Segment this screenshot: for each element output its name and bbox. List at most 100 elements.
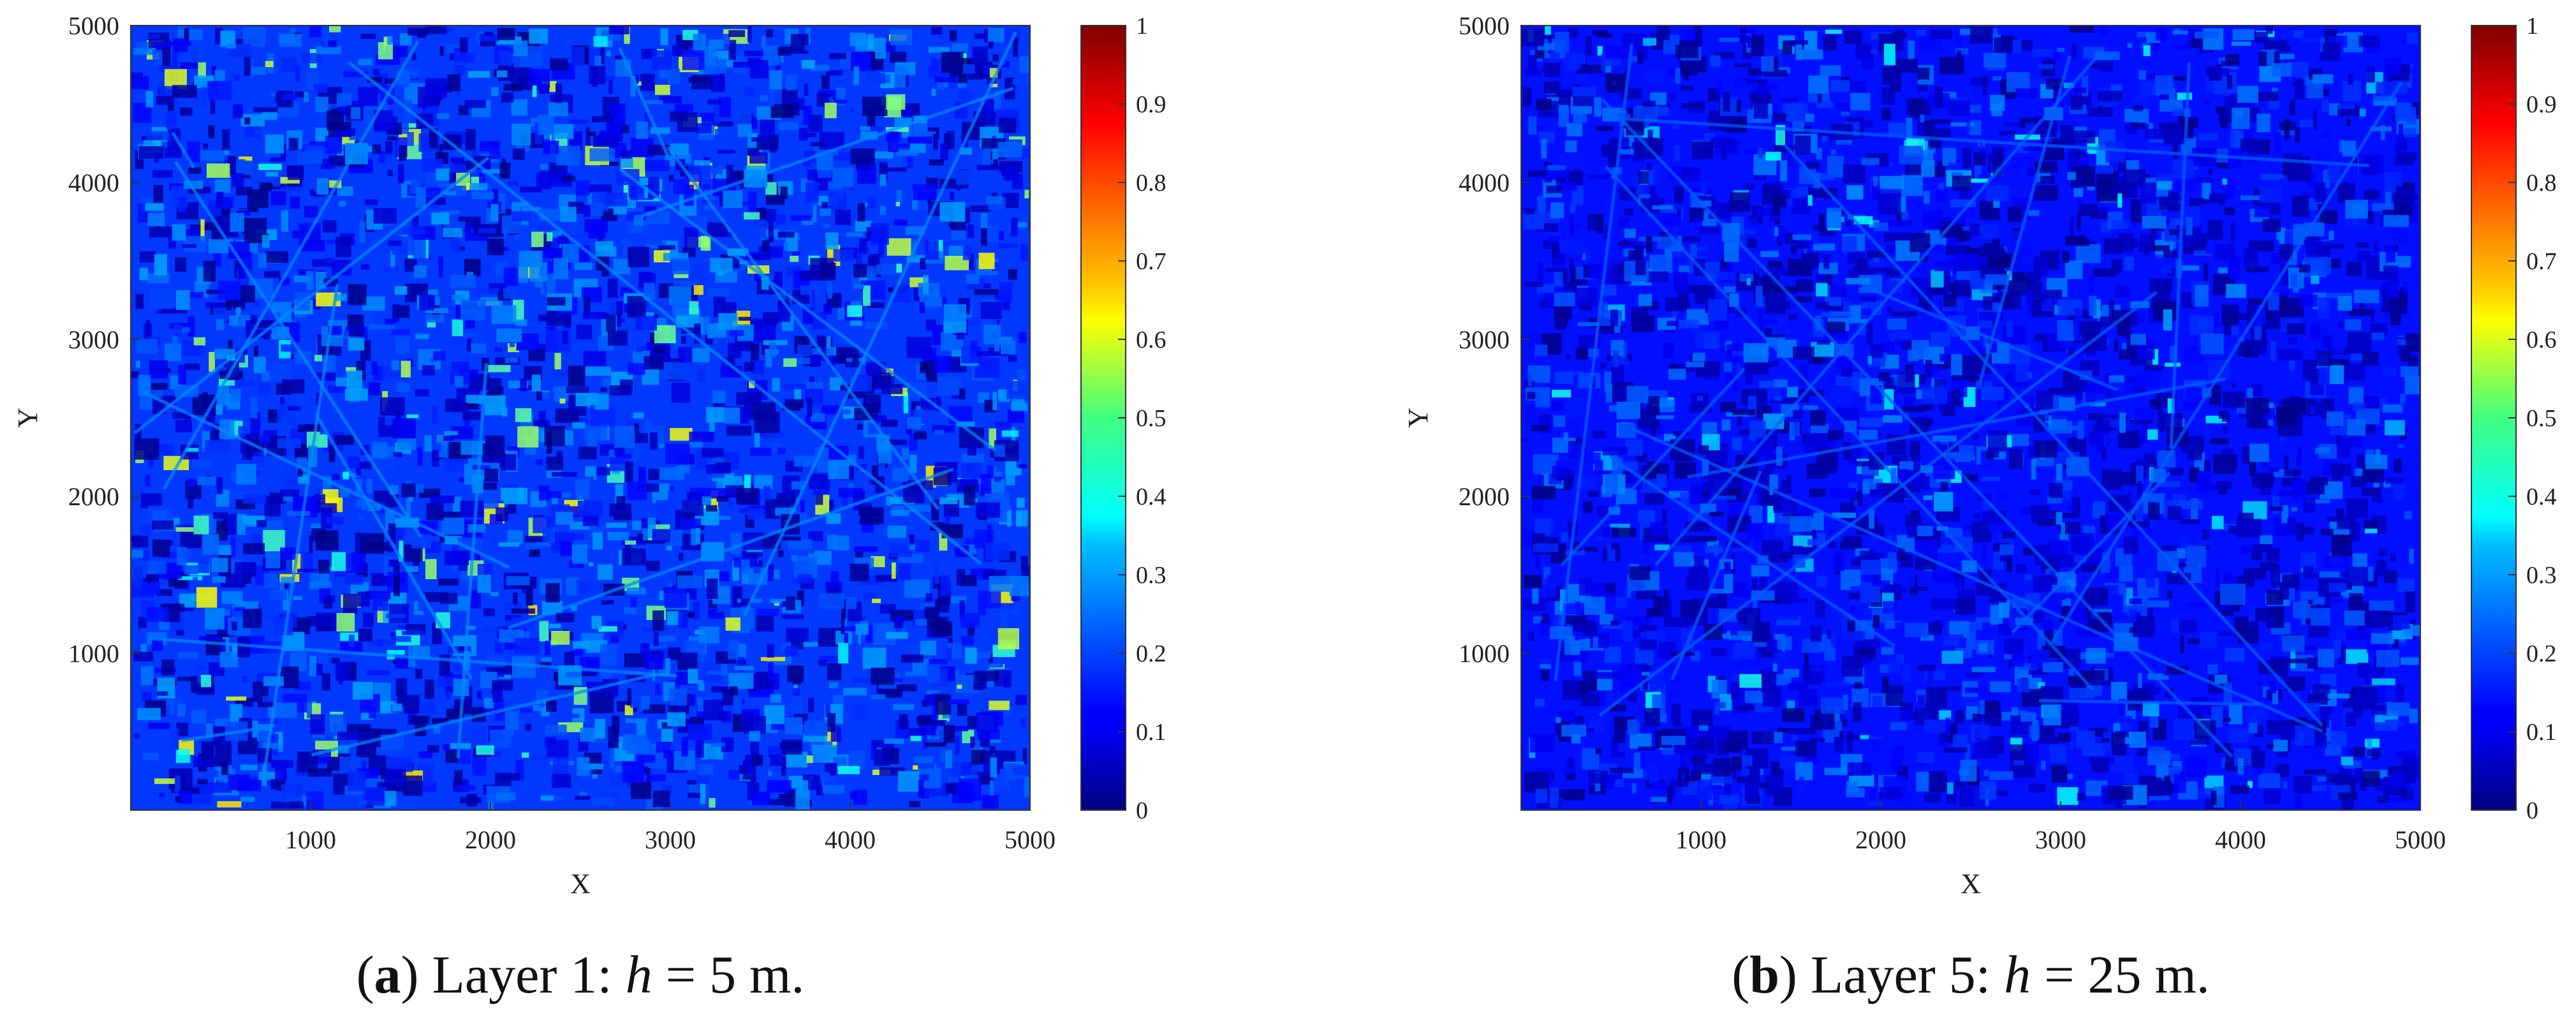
heatmap-cell	[982, 795, 999, 809]
heatmap-cell	[288, 406, 300, 411]
heatmap-cell	[714, 105, 720, 123]
heatmap-cell	[838, 643, 848, 663]
heatmap-cell	[1810, 411, 1826, 426]
heatmap-cell	[730, 330, 744, 336]
heatmap-cell	[981, 302, 1002, 319]
heatmap-cell	[1673, 124, 1680, 129]
heatmap-cell	[2292, 196, 2309, 217]
heatmap-cell	[1680, 61, 1698, 75]
heatmap-cell	[920, 641, 936, 656]
heatmap-cell	[205, 302, 228, 308]
heatmap-cell	[1652, 256, 1666, 270]
heatmap-cell	[890, 510, 909, 515]
heatmap-cell	[270, 364, 292, 381]
heatmap-cell	[710, 166, 723, 174]
heatmap-cell	[1887, 319, 1907, 330]
heatmap-cell	[205, 608, 224, 630]
heatmap-cell	[1539, 131, 1555, 143]
heatmap-cell	[949, 406, 973, 424]
heatmap-cell	[487, 239, 504, 255]
heatmap-cell	[484, 698, 494, 709]
heatmap-cell	[2101, 469, 2122, 490]
heatmap-cell	[348, 457, 360, 468]
heatmap-cell	[938, 377, 962, 395]
heatmap-cell	[520, 186, 541, 192]
heatmap-cell	[208, 126, 214, 138]
heatmap-cell	[608, 727, 619, 748]
heatmap-cell	[364, 787, 387, 806]
heatmap-cell	[2181, 292, 2192, 309]
heatmap-cell	[838, 766, 860, 774]
heatmap-cell	[968, 444, 976, 455]
heatmap-cell	[389, 450, 394, 457]
heatmap-cell	[823, 304, 832, 314]
heatmap-cell	[655, 85, 670, 95]
heatmap-cell	[726, 617, 740, 631]
heatmap-cell	[491, 204, 499, 222]
heatmap-cell	[736, 488, 758, 505]
heatmap-cell	[2263, 788, 2281, 804]
heatmap-cell	[476, 746, 494, 755]
heatmap-cell	[1837, 103, 1850, 111]
heatmap-cell	[986, 225, 999, 242]
heatmap-cell	[512, 211, 530, 221]
heatmap-cell	[536, 391, 542, 400]
heatmap-cell	[326, 257, 334, 263]
heatmap-cell	[2204, 263, 2209, 283]
heatmap-cell	[547, 232, 552, 241]
heatmap-cell	[369, 382, 381, 395]
heatmap-cell	[575, 796, 590, 800]
colorbar-tick-label: 1	[1136, 13, 1148, 40]
heatmap-cell	[973, 682, 983, 690]
heatmap-cell	[1816, 575, 1827, 587]
heatmap-cell	[501, 92, 513, 103]
heatmap-cell	[711, 75, 725, 92]
heatmap-cell	[807, 397, 812, 417]
heatmap-cell	[146, 91, 153, 108]
heatmap-cell	[259, 435, 270, 443]
heatmap-cell	[159, 793, 165, 797]
heatmap-cell	[626, 462, 633, 482]
heatmap-cell	[781, 615, 804, 619]
heatmap-cell	[258, 164, 282, 170]
heatmap-cell	[1841, 112, 1850, 116]
heatmap-cell	[1659, 642, 1676, 660]
heatmap-cell	[178, 365, 186, 385]
heatmap-cell	[925, 593, 932, 602]
heatmap-cell	[499, 50, 512, 66]
heatmap-cell	[637, 755, 655, 762]
heatmap-cell	[878, 237, 884, 258]
heatmap-cell	[939, 202, 965, 222]
heatmap-cell	[2207, 220, 2223, 239]
heatmap-cell	[981, 213, 988, 228]
heatmap-cell	[804, 45, 821, 50]
heatmap-cell	[820, 263, 835, 281]
heatmap-cell	[353, 682, 373, 700]
heatmap-cell	[213, 512, 228, 519]
heatmap-cell	[839, 488, 863, 498]
heatmap-cell	[203, 144, 208, 149]
heatmap-cell	[2089, 296, 2096, 316]
heatmap-cell	[551, 631, 570, 645]
heatmap-cell	[232, 622, 237, 631]
heatmap-cell	[894, 678, 902, 683]
heatmap-cell	[707, 579, 718, 599]
heatmap-cell	[762, 240, 770, 252]
heatmap-cell	[172, 336, 177, 353]
heatmap-cell	[272, 760, 294, 767]
heatmap-cell	[844, 410, 851, 415]
heatmap-cell	[977, 730, 1000, 740]
heatmap-cell	[820, 209, 830, 216]
heatmap-cell	[152, 521, 174, 530]
heatmap-cell	[992, 54, 999, 62]
heatmap-cell	[2301, 609, 2306, 625]
heatmap-cell	[595, 719, 605, 739]
heatmap-cell	[215, 179, 230, 193]
heatmap-cell	[497, 70, 508, 77]
heatmap-cell	[947, 699, 969, 704]
heatmap-cell	[896, 202, 900, 207]
x-tick-label: 5000	[1005, 825, 1056, 854]
heatmap-cell	[1710, 55, 1720, 67]
heatmap-cell	[460, 87, 475, 98]
